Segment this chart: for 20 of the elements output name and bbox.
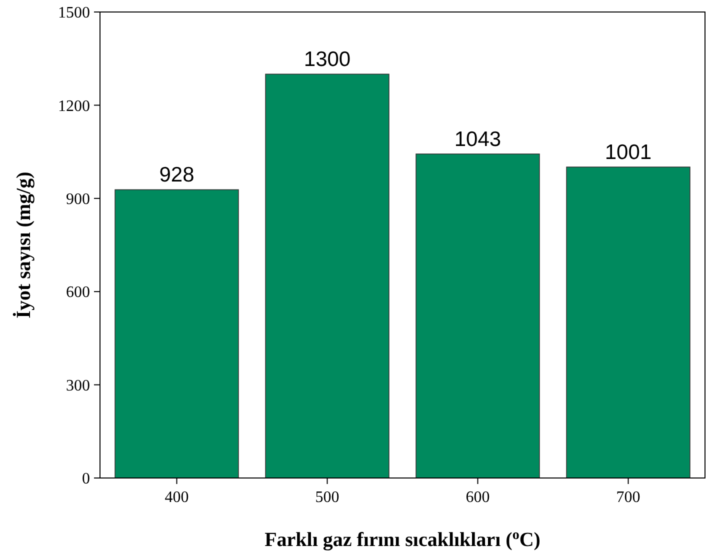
y-tick-label: 1200 bbox=[58, 98, 90, 115]
data-label: 1300 bbox=[304, 48, 351, 72]
x-axis-title: Farklı gaz fırını sıcaklıkları ($^{o}$C) bbox=[264, 528, 540, 551]
x-tick-label: 600 bbox=[466, 489, 490, 506]
y-axis-title: İyot sayısı (mg/g) bbox=[12, 172, 35, 318]
y-tick-label: 900 bbox=[66, 191, 90, 208]
y-tick-label: 600 bbox=[66, 284, 90, 302]
bar bbox=[566, 166, 690, 478]
bar bbox=[265, 74, 390, 478]
data-label: 1043 bbox=[454, 128, 502, 151]
data-label: 928 bbox=[159, 164, 194, 187]
data-label: 1001 bbox=[604, 141, 652, 164]
y-tick-label: 1500 bbox=[58, 4, 90, 22]
bar bbox=[114, 189, 239, 478]
y-tick-label: 300 bbox=[66, 377, 90, 394]
y-tick-label: 0 bbox=[82, 470, 90, 488]
x-tick-label: 500 bbox=[315, 489, 340, 506]
x-tick-label: 700 bbox=[616, 489, 640, 506]
x-tick-label: 400 bbox=[164, 489, 189, 506]
bar bbox=[416, 154, 540, 478]
